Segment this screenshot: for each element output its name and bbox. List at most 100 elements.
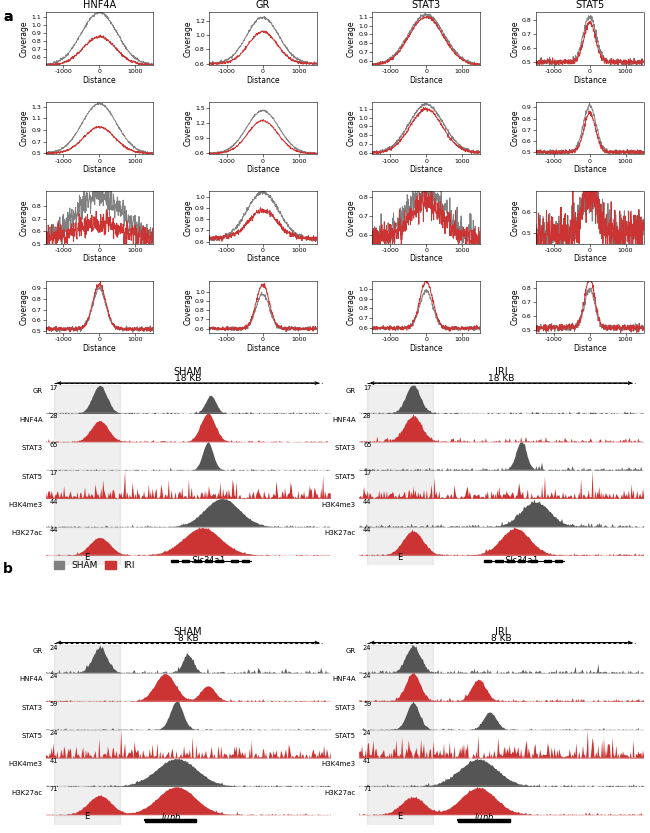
Text: E: E [84, 812, 90, 821]
Text: GR: GR [32, 648, 43, 654]
Text: STAT3: STAT3 [335, 445, 356, 451]
Text: STAT5: STAT5 [335, 474, 356, 480]
Legend: SHAM, IRI: SHAM, IRI [50, 557, 138, 574]
Bar [54, 730, 120, 758]
Text: 71: 71 [50, 786, 58, 792]
Text: 24: 24 [363, 730, 372, 736]
Text: 65: 65 [50, 441, 58, 448]
X-axis label: Distance: Distance [83, 76, 116, 85]
Text: a: a [3, 10, 13, 24]
Y-axis label: Coverage: Coverage [510, 110, 519, 147]
Text: 59: 59 [50, 701, 58, 707]
Y-axis label: Coverage: Coverage [510, 199, 519, 236]
Text: 18 KB: 18 KB [175, 374, 201, 383]
Text: $\it{Junb}$: $\it{Junb}$ [160, 811, 181, 824]
Bar [367, 786, 433, 815]
Bar [367, 645, 433, 673]
Bar [530, 560, 537, 562]
Legend: SHAM, IRI: SHAM, IRI [50, 347, 148, 364]
Y-axis label: Coverage: Coverage [346, 289, 356, 325]
Text: 24: 24 [363, 673, 372, 679]
Text: H3K27ac: H3K27ac [324, 790, 356, 796]
Bar [54, 645, 120, 673]
Bar [171, 560, 178, 562]
Text: H3K27ac: H3K27ac [12, 531, 43, 536]
Bar [54, 470, 120, 498]
Text: b: b [3, 562, 13, 576]
X-axis label: Distance: Distance [246, 76, 280, 85]
Bar [231, 560, 238, 562]
Bar [54, 815, 120, 825]
Y-axis label: Coverage: Coverage [183, 199, 192, 236]
Text: 8 KB: 8 KB [491, 634, 512, 642]
Text: $\it{Slc34a1}$: $\it{Slc34a1}$ [190, 554, 225, 565]
Bar [54, 556, 120, 565]
X-axis label: Distance: Distance [246, 344, 280, 353]
Text: HNF4A: HNF4A [332, 676, 356, 682]
Text: 17: 17 [50, 385, 58, 391]
Bar [54, 673, 120, 701]
Bar [367, 385, 433, 413]
X-axis label: Distance: Distance [410, 165, 443, 174]
Title: IRI: IRI [495, 626, 508, 636]
Title: STAT3: STAT3 [411, 0, 441, 10]
X-axis label: Distance: Distance [410, 344, 443, 353]
FancyBboxPatch shape [145, 819, 196, 821]
Y-axis label: Coverage: Coverage [183, 21, 192, 57]
Text: 17: 17 [363, 385, 371, 391]
X-axis label: Distance: Distance [246, 254, 280, 263]
Text: HNF4A: HNF4A [19, 416, 43, 423]
X-axis label: Distance: Distance [573, 76, 606, 85]
Text: HNF4A: HNF4A [19, 676, 43, 682]
Text: STAT3: STAT3 [21, 445, 43, 451]
Text: 44: 44 [50, 498, 58, 505]
Bar [367, 441, 433, 470]
Text: STAT5: STAT5 [21, 733, 43, 739]
Bar [54, 701, 120, 730]
Title: GR: GR [255, 0, 270, 10]
Y-axis label: Coverage: Coverage [510, 289, 519, 325]
X-axis label: Distance: Distance [83, 254, 116, 263]
Y-axis label: Coverage: Coverage [20, 199, 29, 236]
Text: H3K27ac: H3K27ac [324, 531, 356, 536]
Text: 17: 17 [363, 470, 371, 476]
Bar [194, 560, 201, 562]
Bar [367, 673, 433, 701]
Text: STAT5: STAT5 [335, 733, 356, 739]
Bar [367, 815, 433, 825]
Bar [54, 786, 120, 815]
X-axis label: Distance: Distance [573, 165, 606, 174]
Text: 28: 28 [363, 413, 372, 420]
Bar [484, 560, 491, 562]
Bar [182, 560, 189, 562]
Bar [54, 441, 120, 470]
Bar [54, 385, 120, 413]
Text: 28: 28 [50, 413, 58, 420]
Text: 71: 71 [363, 786, 371, 792]
Bar [367, 701, 433, 730]
Text: H3K4me3: H3K4me3 [8, 761, 43, 767]
Y-axis label: Coverage: Coverage [183, 289, 192, 325]
Text: STAT3: STAT3 [335, 705, 356, 711]
Text: E: E [397, 812, 402, 821]
Bar [242, 560, 249, 562]
FancyBboxPatch shape [458, 819, 510, 821]
Title: SHAM: SHAM [174, 626, 202, 636]
Text: 59: 59 [363, 701, 371, 707]
Text: 24: 24 [363, 645, 372, 651]
Text: H3K4me3: H3K4me3 [322, 761, 356, 767]
X-axis label: Distance: Distance [246, 165, 280, 174]
Bar [555, 560, 562, 562]
Bar [518, 560, 525, 562]
Text: $\it{Slc34a1}$: $\it{Slc34a1}$ [504, 554, 538, 565]
X-axis label: Distance: Distance [83, 344, 116, 353]
Text: 44: 44 [363, 527, 372, 533]
Bar [54, 527, 120, 556]
Title: IRI: IRI [495, 367, 508, 377]
Bar [54, 413, 120, 441]
X-axis label: Distance: Distance [573, 254, 606, 263]
Bar [367, 470, 433, 498]
Text: $\it{Junb}$: $\it{Junb}$ [473, 811, 495, 824]
Text: 41: 41 [363, 758, 371, 764]
Title: HNF4A: HNF4A [83, 0, 116, 10]
